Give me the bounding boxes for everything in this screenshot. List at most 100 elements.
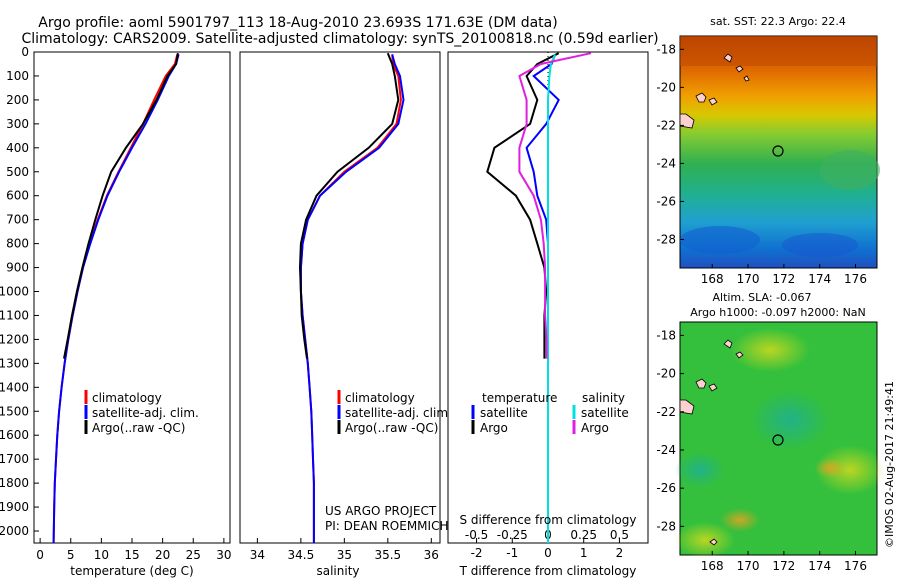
depth-tick-label: 400 <box>6 141 29 155</box>
sst-green-eddy <box>820 150 880 190</box>
sla-map: Altim. SLA: -0.067 Argo h1000: -0.097 h2… <box>656 291 885 573</box>
sst-islands <box>679 53 750 129</box>
depth-tick-label: 0 <box>21 45 29 59</box>
legend-label-s-satellite: satellite <box>581 406 629 420</box>
map-lat-label: -24 <box>656 443 676 457</box>
salinity-axis-label: salinity <box>316 564 359 578</box>
x-tick-label: 2 <box>616 546 624 560</box>
map-lon-label: 176 <box>844 559 867 573</box>
legend-label-satellite: satellite-adj. clim. <box>92 406 199 420</box>
map-lat-label: -28 <box>656 519 676 533</box>
depth-tick-label: 2000 <box>0 524 29 538</box>
depth-tick-label: 1600 <box>0 428 29 442</box>
sst-island-3 <box>743 75 750 82</box>
difference-legend: temperature salinity satellite Argo sate… <box>471 391 629 435</box>
imos-credit: ©IMOS 02-Aug-2017 21:49:41 <box>883 381 896 548</box>
legend-salinity-heading: salinity <box>582 391 625 405</box>
sla-orange-patch <box>720 508 760 532</box>
map-lon-label: 172 <box>772 272 795 286</box>
x-tick-label: 36 <box>424 548 439 562</box>
depth-tick-label: 1400 <box>0 380 29 394</box>
sst-island-2 <box>735 65 744 73</box>
sst-island-5 <box>708 97 718 106</box>
legend-label-argo: Argo(..raw -QC) <box>92 421 185 435</box>
map-lon-label: 170 <box>737 559 760 573</box>
series-line-argo-raw-qc- <box>298 52 400 359</box>
sla-map-axes: 168 170 172 174 176 -18 -20 -22 -24 -26 -28 <box>656 328 867 573</box>
s-tick-label: -0.25 <box>497 528 528 542</box>
x-tick-label: -2 <box>471 546 483 560</box>
legend-label-satellite-2: satellite-adj. clim. <box>345 406 452 420</box>
x-tick-label: 20 <box>155 548 170 562</box>
series-line-salinity-satellite <box>547 53 557 543</box>
map-lat-label: -24 <box>656 156 676 170</box>
map-lat-label: -28 <box>656 232 676 246</box>
sst-map-axes: 168 170 172 174 176 -18 -20 -22 -24 -26 -28 <box>656 42 867 286</box>
x-tick-label: 10 <box>94 548 109 562</box>
s-tick-label: 0.5 <box>610 528 629 542</box>
salinity-axis: 34 34.5 35 35.5 36 <box>250 538 439 562</box>
profile-legend-temperature: climatology satellite-adj. clim. Argo(..… <box>84 390 199 435</box>
legend-label-climatology-2: climatology <box>345 391 415 405</box>
sst-map-title: sat. SST: 22.3 Argo: 22.4 <box>710 15 846 28</box>
depth-tick-label: 1700 <box>0 452 29 466</box>
map-lon-label: 168 <box>701 272 724 286</box>
depth-tick-label: 1900 <box>0 500 29 514</box>
sla-map-title-2: Argo h1000: -0.097 h2000: NaN <box>690 306 866 319</box>
sst-warm-band <box>680 36 877 66</box>
sla-map-title-1: Altim. SLA: -0.067 <box>712 291 811 304</box>
temperature-axis-label: temperature (deg C) <box>70 564 193 578</box>
sla-yellow-patch-2 <box>815 445 885 495</box>
salinity-panel: 34 34.5 35 35.5 36 salinity climatology sate… <box>239 51 452 578</box>
depth-tick-label: 1000 <box>0 285 29 299</box>
x-tick-label: 35.5 <box>374 548 401 562</box>
map-lat-label: -22 <box>656 405 676 419</box>
s-tick-label: 0.25 <box>570 528 597 542</box>
sla-teal-patch-2 <box>675 452 725 488</box>
legend-label-s-argo: Argo <box>581 421 609 435</box>
x-tick-label: 34 <box>250 548 265 562</box>
map-lon-label: 176 <box>844 272 867 286</box>
map-lon-label: 168 <box>701 559 724 573</box>
map-lat-label: -22 <box>656 118 676 132</box>
t-difference-axis: -2 -1 0 1 2 <box>471 538 624 560</box>
x-tick-label: 0 <box>544 546 552 560</box>
map-lon-label: 174 <box>808 559 831 573</box>
t-difference-label: T difference from climatology <box>459 564 637 578</box>
title-line-2: Climatology: CARS2009. Satellite-adjuste… <box>21 31 658 47</box>
legend-label-argo-2: Argo(..raw -QC) <box>345 421 438 435</box>
x-tick-label: 25 <box>186 548 201 562</box>
depth-tick-label: 200 <box>6 93 29 107</box>
legend-temperature-heading: temperature <box>482 391 557 405</box>
sst-map: sat. SST: 22.3 Argo: 22.4 168 170 172 174 17… <box>656 15 880 286</box>
legend-label-t-argo: Argo <box>480 421 508 435</box>
sla-yellow-patch-3 <box>675 522 735 558</box>
depth-tick-label: 1500 <box>0 404 29 418</box>
depth-tick-label: 1200 <box>0 332 29 346</box>
map-lat-label: -18 <box>656 42 676 56</box>
difference-panel: -2 -1 0 1 2 -0.5 -0.25 0 0.25 0.5 S difference f… <box>447 51 649 578</box>
series-line-argo-raw-qc- <box>63 53 179 359</box>
x-tick-label: -1 <box>506 546 518 560</box>
x-tick-label: 35 <box>337 548 352 562</box>
sla-island-5 <box>679 399 695 415</box>
sst-blue-eddy <box>680 226 760 254</box>
legend-label-t-satellite: satellite <box>480 406 528 420</box>
depth-tick-label: 600 <box>6 189 29 203</box>
sst-island-1 <box>723 53 733 63</box>
sla-argo-location-marker <box>772 434 784 446</box>
map-lat-label: -20 <box>656 367 676 381</box>
sla-orange-patch-2 <box>815 458 845 478</box>
sla-island-2 <box>735 351 744 359</box>
profile-legend-salinity: climatology satellite-adj. clim. Argo(..… <box>337 390 452 435</box>
sla-island-3 <box>695 378 707 389</box>
sla-island-6 <box>709 538 718 546</box>
sst-blue-eddy-2 <box>782 233 858 257</box>
sla-island-1 <box>723 339 733 349</box>
depth-axis: 0 100 200 300 400 500 600 700 800 900 1000 1100 1200… <box>0 45 39 538</box>
map-lat-label: -18 <box>656 328 676 342</box>
map-lon-label: 174 <box>808 272 831 286</box>
depth-tick-label: 500 <box>6 165 29 179</box>
project-line-2: PI: DEAN ROEMMICH <box>325 519 448 533</box>
